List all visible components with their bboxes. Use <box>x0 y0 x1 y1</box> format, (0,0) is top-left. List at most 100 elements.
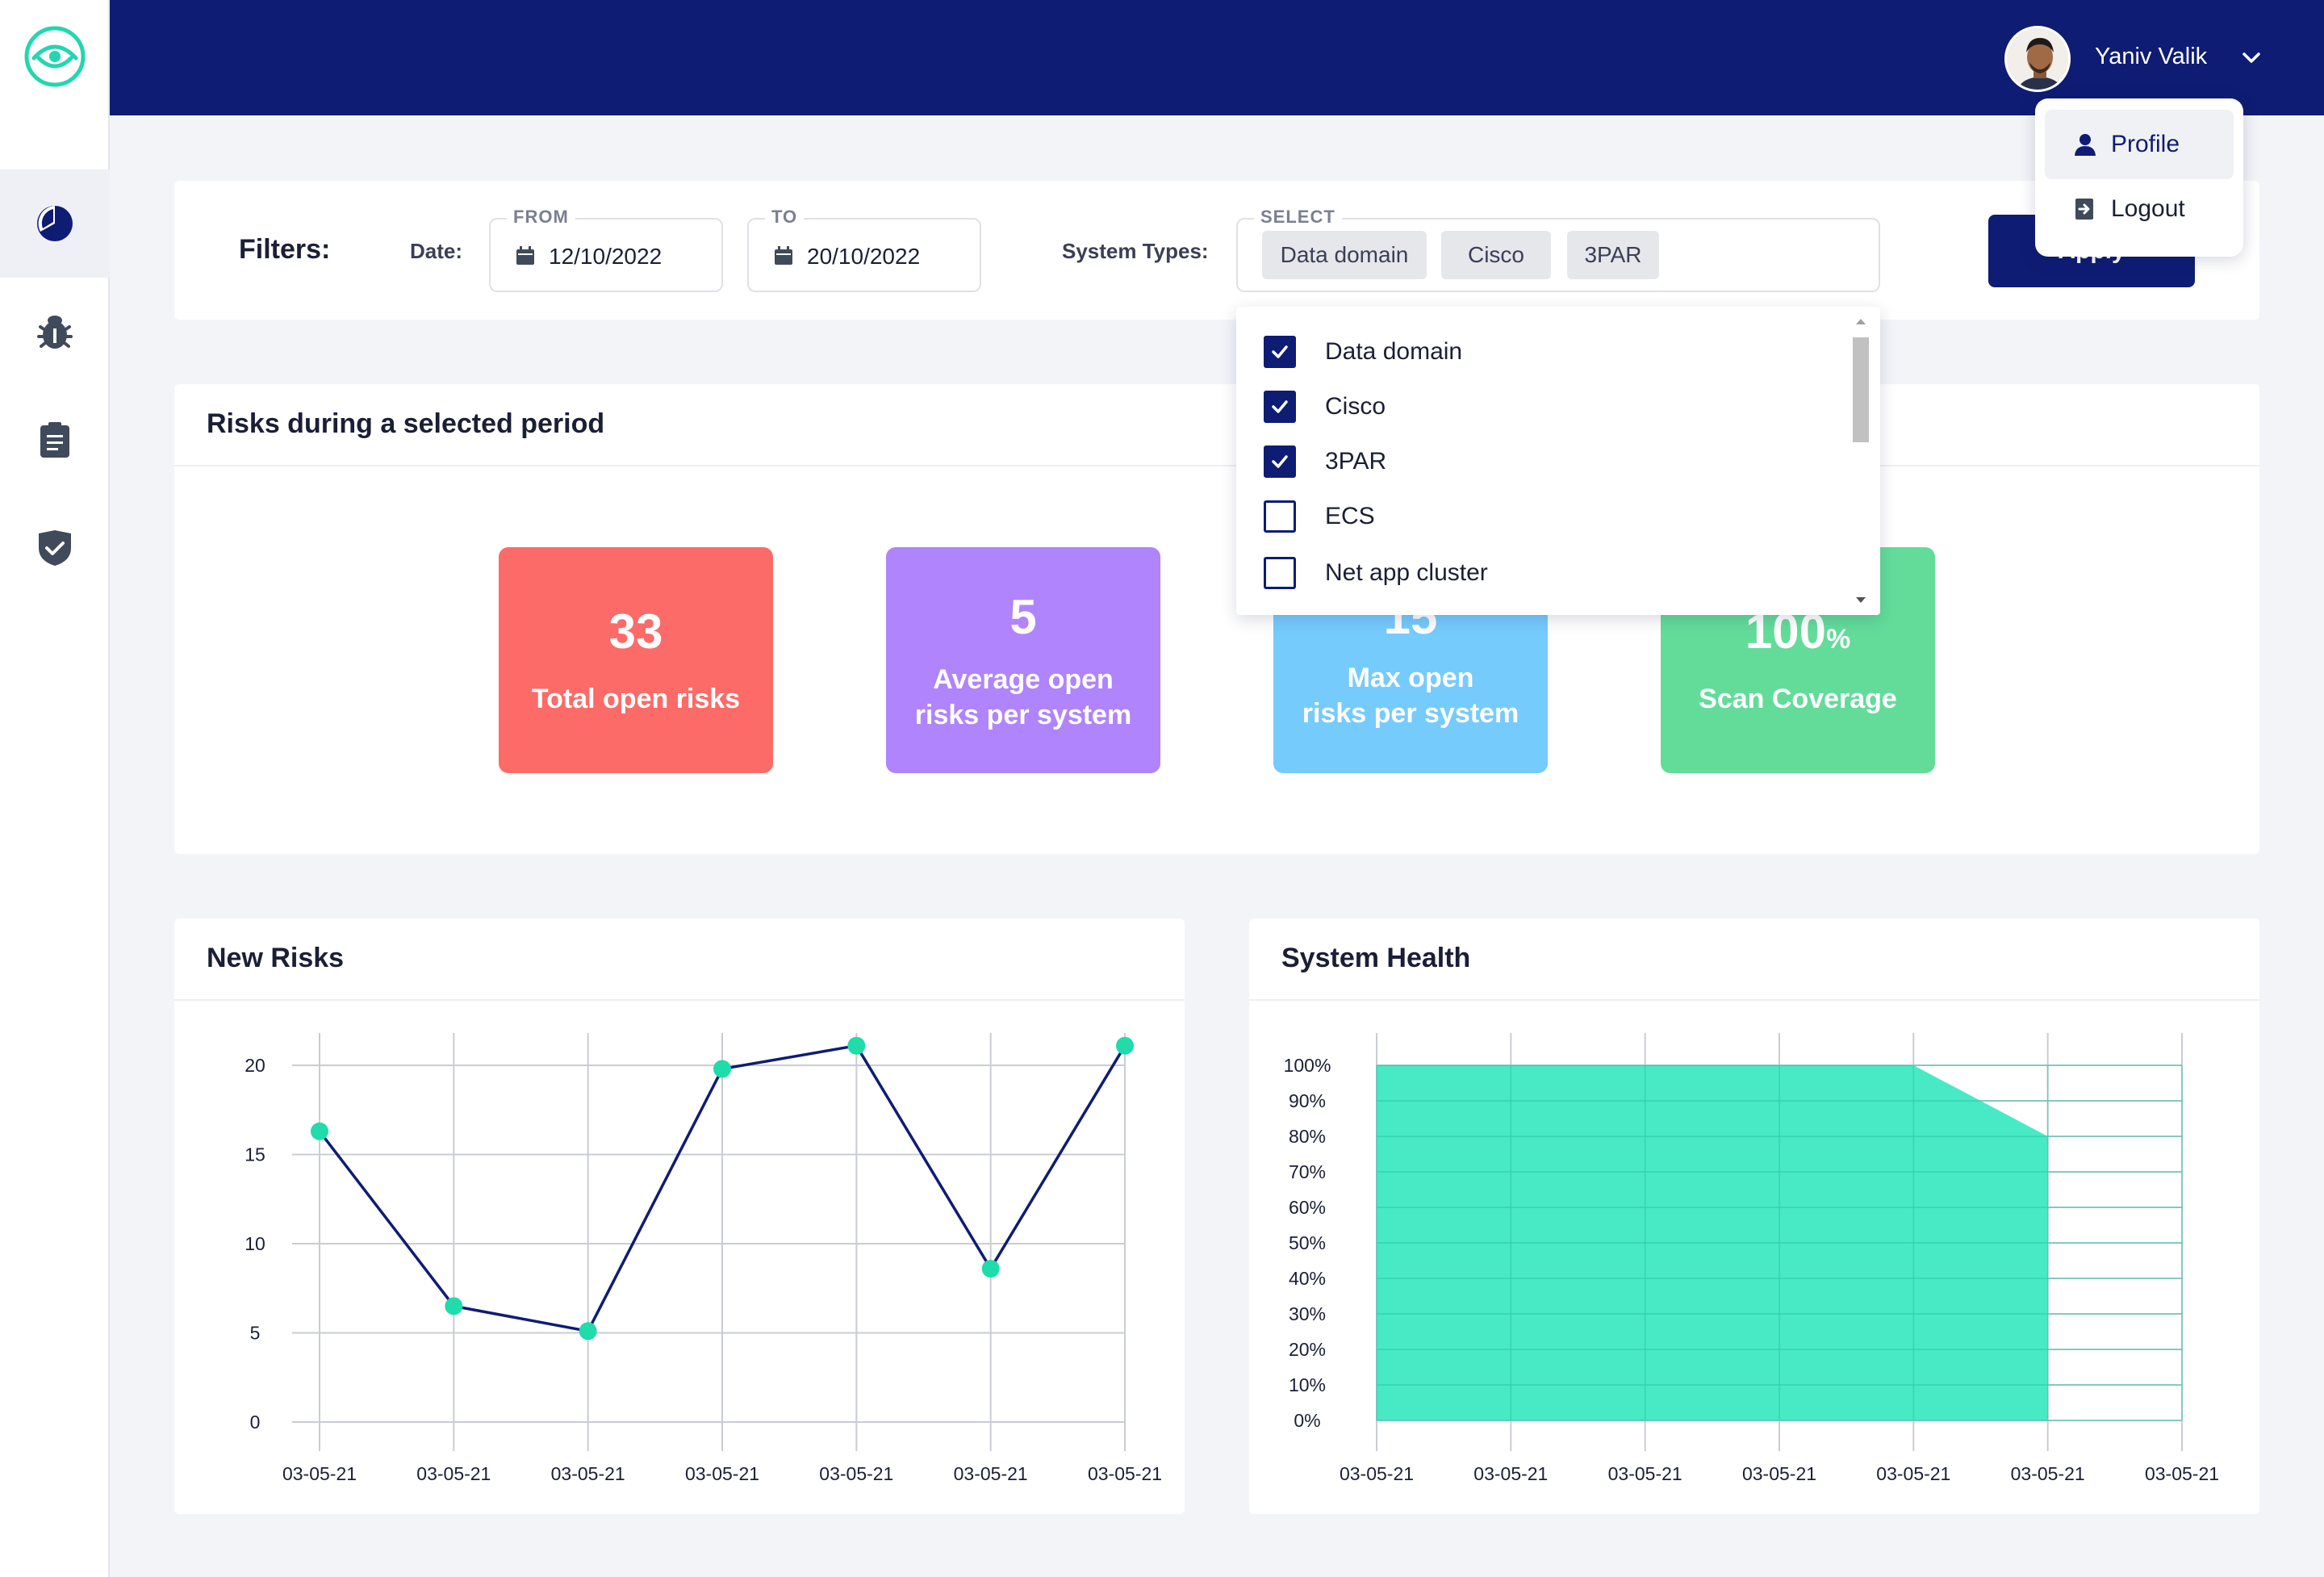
sidebar-item-reports[interactable] <box>0 386 110 494</box>
sidebar-item-vulnerabilities[interactable] <box>0 278 110 386</box>
check-icon <box>1272 400 1288 413</box>
filters-card <box>174 181 2259 320</box>
top-header <box>110 0 2324 115</box>
x-tick-label: 03-05-21 <box>2011 1463 2085 1484</box>
option-3par[interactable]: 3PAR <box>1264 445 1386 478</box>
data-point <box>579 1322 597 1341</box>
option-data-domain[interactable]: Data domain <box>1264 336 1462 368</box>
pie-chart-icon <box>37 206 73 241</box>
x-tick-label: 03-05-21 <box>416 1463 491 1484</box>
user-avatar[interactable] <box>2004 26 2071 92</box>
logout-icon <box>2075 199 2093 220</box>
from-date-field[interactable]: FROM 12/10/2022 <box>489 207 723 292</box>
calendar-icon <box>516 246 534 265</box>
sidebar-item-dashboard[interactable] <box>0 169 110 278</box>
avatar-image-icon <box>2007 28 2068 90</box>
stat-total-open-risks: 33 Total open risks <box>499 547 773 773</box>
stat-label-line1: Average open <box>933 664 1114 695</box>
data-point <box>311 1122 328 1140</box>
x-tick-label: 03-05-21 <box>1088 1463 1162 1484</box>
y-tick-label: 70% <box>1289 1161 1326 1182</box>
stat-value: 5 <box>1009 590 1037 644</box>
x-tick-label: 03-05-21 <box>2145 1463 2219 1484</box>
card-divider <box>174 465 2259 466</box>
check-icon <box>1272 345 1288 358</box>
y-tick-label: 100% <box>1284 1055 1331 1076</box>
app-logo-icon[interactable] <box>23 24 87 89</box>
data-point <box>981 1259 1000 1278</box>
stat-value: 33 <box>608 604 663 659</box>
option-net-app-cluster[interactable]: Net app cluster <box>1264 557 1488 589</box>
profile-menu: Profile Logout <box>2035 98 2243 257</box>
x-tick-label: 03-05-21 <box>1742 1463 1816 1484</box>
scroll-down-icon[interactable] <box>1854 596 1867 605</box>
scroll-up-icon[interactable] <box>1854 316 1867 326</box>
risks-card <box>174 384 2259 854</box>
menu-item-label: Logout <box>2111 195 2185 222</box>
to-legend: TO <box>765 207 805 228</box>
risks-card-title: Risks during a selected period <box>207 408 605 439</box>
stat-label-line1: Max open <box>1347 663 1474 693</box>
checkbox[interactable] <box>1264 500 1296 533</box>
user-icon <box>2075 134 2096 156</box>
menu-item-profile[interactable]: Profile <box>2045 110 2234 179</box>
dropdown-scrollbar[interactable] <box>1846 313 1875 609</box>
filters-title: Filters: <box>239 234 331 265</box>
system-health-title: System Health <box>1281 943 1471 973</box>
checkbox[interactable] <box>1264 391 1296 423</box>
sidebar <box>0 0 110 1577</box>
option-ecs[interactable]: ECS <box>1264 500 1375 533</box>
checkbox[interactable] <box>1264 445 1296 478</box>
to-date-field[interactable]: TO 20/10/2022 <box>747 207 981 292</box>
y-tick-label: 0 <box>250 1412 261 1433</box>
system-health-area-chart: 0% 10% 20% 30% 40% 50% 60% 70% 80% 90% 100% 03-05-2… <box>1284 1033 2219 1484</box>
date-label: Date: <box>410 239 463 263</box>
option-label: ECS <box>1325 503 1375 529</box>
stat-label: Total open risks <box>531 684 741 714</box>
shield-check-icon <box>39 530 71 566</box>
system-types-select[interactable]: SELECT Data domain Cisco 3PAR <box>1236 207 1880 292</box>
y-tick-label: 20 <box>245 1055 265 1076</box>
stat-label: Scan Coverage <box>1699 684 1897 714</box>
x-tick-label: 03-05-21 <box>282 1463 357 1484</box>
option-label: 3PAR <box>1325 448 1387 475</box>
system-types-label: System Types: <box>1062 239 1209 263</box>
card-divider <box>1249 999 2259 1001</box>
select-legend: SELECT <box>1254 207 1342 228</box>
chevron-down-icon[interactable] <box>2240 47 2263 69</box>
y-tick-label: 40% <box>1289 1268 1326 1289</box>
user-name[interactable]: Yaniv Valik <box>2095 44 2208 69</box>
chip-3par[interactable]: 3PAR <box>1567 231 1659 279</box>
chip-data-domain[interactable]: Data domain <box>1262 231 1427 279</box>
scroll-thumb[interactable] <box>1853 337 1869 442</box>
y-tick-label: 5 <box>250 1323 261 1344</box>
x-tick-label: 03-05-21 <box>1473 1463 1548 1484</box>
x-tick-label: 03-05-21 <box>1340 1463 1414 1484</box>
check-icon <box>1272 455 1288 468</box>
from-date-value: 12/10/2022 <box>549 244 663 269</box>
x-tick-label: 03-05-21 <box>685 1463 759 1484</box>
checkbox[interactable] <box>1264 557 1296 589</box>
y-tick-label: 30% <box>1289 1303 1326 1324</box>
sidebar-item-security[interactable] <box>0 494 110 602</box>
y-tick-label: 0% <box>1294 1410 1320 1431</box>
to-date-value: 20/10/2022 <box>807 244 921 269</box>
option-cisco[interactable]: Cisco <box>1264 391 1386 423</box>
y-tick-label: 10 <box>245 1233 265 1254</box>
new-risks-line-chart: 0 5 10 15 20 03-05-21 03-05-21 03-05-21 03-05-21… <box>245 1033 1162 1484</box>
x-tick-label: 03-05-21 <box>1876 1463 1950 1484</box>
chip-cisco[interactable]: Cisco <box>1441 231 1551 279</box>
y-tick-label: 15 <box>245 1144 265 1165</box>
y-tick-label: 20% <box>1289 1339 1326 1360</box>
new-risks-title: New Risks <box>207 943 345 973</box>
system-health-card: 0% 10% 20% 30% 40% 50% 60% 70% 80% 90% 100% 03-05-2… <box>1249 918 2259 1514</box>
menu-item-label: Profile <box>2111 131 2180 157</box>
from-legend: FROM <box>507 207 575 228</box>
y-tick-label: 50% <box>1289 1232 1326 1253</box>
checkbox[interactable] <box>1264 336 1296 368</box>
menu-item-logout[interactable]: Logout <box>2045 174 2234 244</box>
y-tick-label: 90% <box>1289 1090 1326 1111</box>
stat-label-line2: risks per system <box>914 700 1132 730</box>
data-point <box>445 1297 463 1316</box>
y-tick-label: 80% <box>1289 1126 1326 1147</box>
